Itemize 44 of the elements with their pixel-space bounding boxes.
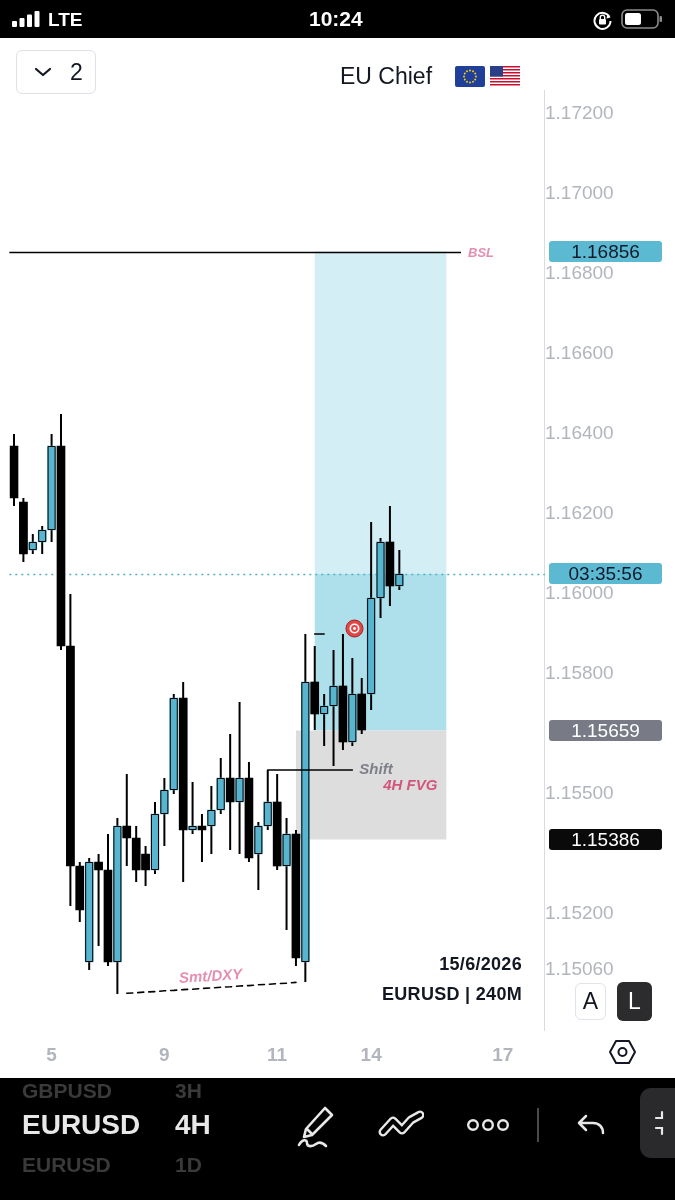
x-tick-label: 5 bbox=[46, 1043, 58, 1065]
y-tick-label: 1.15500 bbox=[545, 782, 614, 804]
dropdown-button: 2 bbox=[16, 50, 96, 94]
y-tick-label: 1.16400 bbox=[545, 422, 614, 444]
candlestick bbox=[207, 785, 216, 855]
x-tick-label: 17 bbox=[492, 1043, 514, 1065]
text: 1D bbox=[175, 1153, 202, 1176]
candlestick bbox=[160, 777, 169, 847]
text: EURUSD bbox=[22, 1109, 141, 1140]
y-tick-label: 1.15200 bbox=[545, 902, 614, 924]
text: EURUSD bbox=[22, 1153, 111, 1176]
series-label: Shift bbox=[359, 760, 394, 778]
ref-line-label: BSL bbox=[468, 245, 495, 261]
chart-title: EU Chief bbox=[340, 63, 433, 89]
y-tick-label: 1.17200 bbox=[545, 102, 614, 124]
y-tick-label: 1.16600 bbox=[545, 342, 614, 364]
band-label: 4H FVG bbox=[382, 776, 438, 794]
line-series bbox=[125, 981, 297, 994]
x-tick-label: 11 bbox=[267, 1043, 288, 1065]
y-tick-label: 1.17000 bbox=[545, 182, 614, 204]
toggle-button: L bbox=[617, 982, 652, 1021]
x-tick-label: 9 bbox=[159, 1043, 170, 1065]
text: LTE bbox=[48, 9, 83, 30]
series-label: Smt/DXY bbox=[178, 964, 245, 986]
text: 4H bbox=[175, 1109, 211, 1140]
annotation: 15/6/2026 bbox=[439, 954, 522, 974]
text: 3H bbox=[175, 1079, 202, 1102]
price-tag: 1.15659 bbox=[549, 720, 662, 741]
y-tick-label: 1.15800 bbox=[545, 662, 614, 684]
price-tag: 03:35:56 bbox=[549, 563, 662, 584]
y-tick-label: 1.15060 bbox=[545, 958, 614, 980]
x-tick-label: 14 bbox=[360, 1043, 383, 1065]
y-tick-label: 1.16800 bbox=[545, 262, 614, 284]
text: 10:24 bbox=[309, 7, 363, 30]
y-tick-label: 1.16000 bbox=[545, 582, 614, 604]
price-tag: 1.15386 bbox=[549, 829, 662, 850]
candlestick bbox=[66, 593, 75, 907]
annotation: EURUSD | 240M bbox=[382, 984, 522, 1004]
price-tag: 1.16856 bbox=[549, 241, 662, 262]
candlestick bbox=[37, 525, 47, 555]
toggle-button: A bbox=[575, 983, 606, 1020]
candlestick bbox=[47, 433, 56, 543]
y-tick-label: 1.16200 bbox=[545, 502, 614, 524]
text: GBPUSD bbox=[22, 1079, 112, 1102]
